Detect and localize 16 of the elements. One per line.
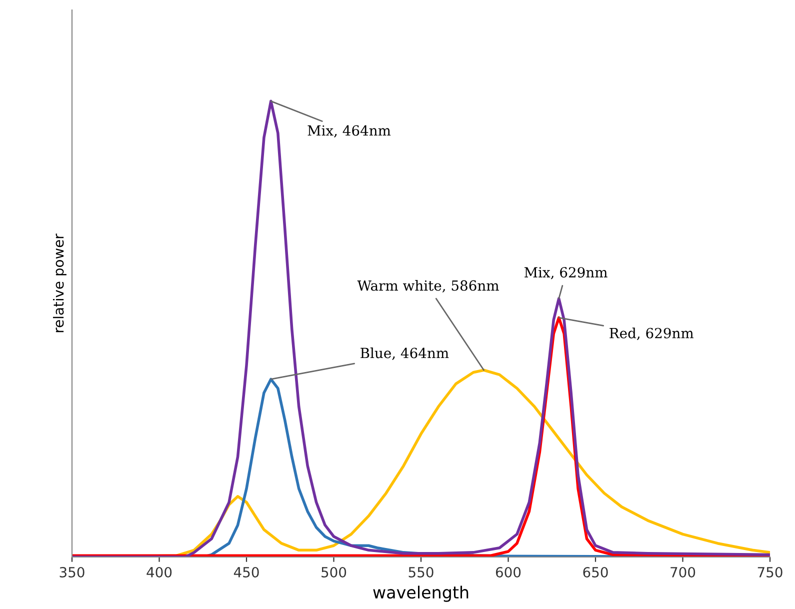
x-tick-label: 750 (758, 566, 782, 578)
annotation: Red, 629nm (610, 328, 694, 340)
x-tick-label: 400 (146, 566, 172, 578)
annotation: Mix, 464nm (308, 125, 391, 138)
x-tick-label: 600 (496, 566, 521, 578)
x-tick-label: 500 (322, 566, 346, 578)
x-tick-label: 550 (408, 566, 434, 578)
annotation: Warm white, 586nm (357, 280, 499, 292)
x-tick-label: 450 (234, 566, 259, 578)
annotation: Blue, 464nm (360, 348, 449, 360)
x-tick-label: 650 (583, 566, 608, 578)
annotation: Mix, 629nm (524, 267, 608, 280)
x-tick-label: 700 (670, 566, 696, 578)
x-axis-title: wavelength (373, 586, 468, 602)
y-axis-title: relative power (53, 234, 66, 332)
x-tick-label: 350 (60, 566, 84, 578)
